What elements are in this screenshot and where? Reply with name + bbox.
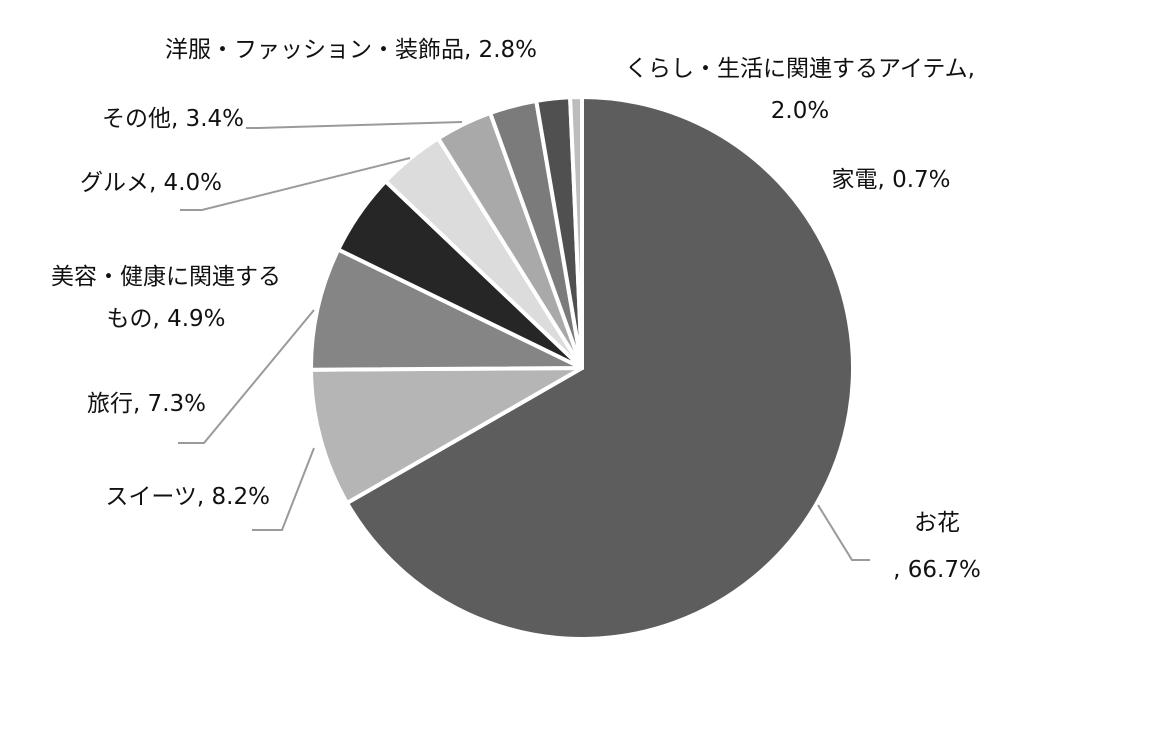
leader-line-sweets bbox=[252, 447, 315, 531]
label-beauty-line2: もの, 4.9% bbox=[106, 306, 225, 332]
label-okashi-name: お花 bbox=[914, 510, 960, 536]
pie-slices bbox=[309, 95, 855, 641]
leader-lines bbox=[178, 121, 870, 561]
label-beauty-line1: 美容・健康に関連する bbox=[51, 264, 281, 290]
label-other: その他, 3.4% bbox=[102, 106, 244, 132]
data-labels: お花 , 66.7% スイーツ, 8.2% 旅行, 7.3% 美容・健康に関連す… bbox=[51, 37, 981, 583]
label-gourmet: グルメ, 4.0% bbox=[80, 170, 222, 196]
pie-slice-8 bbox=[568, 95, 584, 370]
pie-slice-1 bbox=[309, 366, 584, 506]
label-travel: 旅行, 7.3% bbox=[87, 391, 206, 417]
label-living-line2: 2.0% bbox=[771, 98, 829, 124]
leader-line-other bbox=[246, 121, 463, 129]
label-sweets: スイーツ, 8.2% bbox=[105, 484, 270, 510]
label-appliance: 家電, 0.7% bbox=[831, 167, 950, 193]
label-fashion: 洋服・ファッション・装飾品, 2.8% bbox=[165, 37, 537, 63]
label-living-line1: くらし・生活に関連するアイテム, bbox=[625, 56, 975, 82]
leader-line-gourmet bbox=[180, 157, 411, 211]
leader-line-travel bbox=[178, 309, 315, 444]
pie-slice-0 bbox=[345, 95, 855, 641]
label-okashi-value: , 66.7% bbox=[893, 557, 981, 583]
leader-line-okashi bbox=[817, 504, 870, 561]
pie-slice-2 bbox=[309, 247, 584, 372]
